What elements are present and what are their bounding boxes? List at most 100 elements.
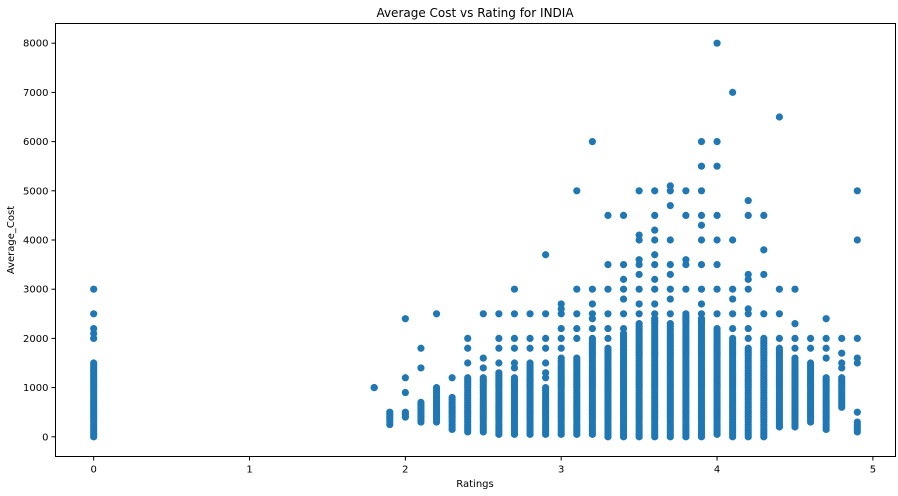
data-point bbox=[713, 324, 721, 333]
data-point bbox=[510, 334, 519, 343]
data-point bbox=[744, 197, 752, 205]
data-point bbox=[370, 384, 378, 392]
data-point bbox=[666, 320, 674, 328]
data-point bbox=[588, 334, 596, 343]
y-tick-label: 8000 bbox=[23, 39, 48, 50]
data-point bbox=[635, 261, 643, 269]
data-point bbox=[651, 261, 659, 269]
data-point bbox=[744, 285, 752, 293]
y-axis: 0 1000 2000 3000 4000 5000 6000 7000 8000 bbox=[23, 39, 56, 443]
data-point bbox=[744, 324, 752, 333]
data-points bbox=[90, 39, 861, 441]
data-point bbox=[853, 187, 861, 195]
data-point bbox=[713, 285, 721, 293]
data-point bbox=[573, 285, 581, 293]
data-point bbox=[604, 211, 612, 219]
data-point bbox=[682, 187, 690, 195]
y-tick-label: 4000 bbox=[23, 236, 48, 247]
data-point bbox=[635, 300, 643, 308]
data-point bbox=[604, 261, 612, 269]
data-point bbox=[651, 211, 659, 219]
data-point bbox=[417, 344, 425, 352]
y-tick-label: 6000 bbox=[23, 137, 48, 148]
data-point bbox=[791, 344, 799, 352]
data-point bbox=[853, 359, 861, 367]
data-point bbox=[697, 137, 706, 146]
data-point bbox=[417, 398, 425, 406]
data-point bbox=[697, 300, 706, 308]
data-point bbox=[557, 344, 565, 352]
data-point bbox=[760, 310, 768, 318]
data-point bbox=[604, 334, 612, 343]
data-point bbox=[682, 285, 690, 293]
data-point bbox=[791, 285, 799, 293]
data-point bbox=[744, 275, 752, 283]
data-point bbox=[682, 310, 690, 318]
data-point bbox=[464, 374, 472, 382]
data-point bbox=[432, 384, 441, 392]
data-point bbox=[791, 354, 799, 362]
data-point bbox=[619, 324, 628, 333]
data-point bbox=[557, 300, 565, 308]
data-point bbox=[619, 285, 628, 293]
data-point bbox=[588, 324, 596, 333]
data-point bbox=[90, 334, 98, 343]
data-point bbox=[90, 359, 98, 367]
data-point bbox=[401, 374, 409, 382]
data-point bbox=[666, 285, 674, 293]
data-point bbox=[651, 236, 659, 244]
data-point bbox=[542, 310, 550, 318]
data-point bbox=[806, 344, 815, 352]
data-point bbox=[775, 344, 783, 352]
data-point bbox=[495, 359, 503, 367]
data-point bbox=[666, 270, 674, 279]
data-point bbox=[651, 310, 659, 318]
data-point bbox=[588, 285, 596, 293]
data-point bbox=[822, 334, 830, 343]
data-point bbox=[635, 285, 643, 293]
data-point bbox=[697, 187, 706, 195]
data-point bbox=[619, 310, 628, 318]
data-point bbox=[573, 324, 581, 333]
data-point bbox=[510, 310, 519, 318]
data-point bbox=[713, 310, 721, 318]
data-point bbox=[542, 384, 550, 392]
data-point bbox=[651, 300, 659, 308]
data-point bbox=[666, 261, 674, 269]
data-point bbox=[729, 324, 737, 333]
data-point bbox=[635, 270, 643, 279]
data-point bbox=[729, 88, 737, 96]
data-point bbox=[573, 334, 581, 343]
data-point bbox=[619, 261, 628, 269]
data-point bbox=[588, 300, 596, 308]
data-point bbox=[464, 344, 472, 352]
data-point bbox=[401, 315, 409, 323]
data-point bbox=[822, 374, 830, 382]
data-point bbox=[651, 251, 659, 259]
y-tick-label: 0 bbox=[42, 432, 48, 443]
data-point bbox=[588, 310, 596, 318]
data-point bbox=[651, 285, 659, 293]
data-point bbox=[713, 137, 721, 146]
data-point bbox=[604, 285, 612, 293]
data-point bbox=[729, 236, 737, 244]
data-point bbox=[526, 344, 534, 352]
data-point bbox=[697, 261, 706, 269]
data-point bbox=[775, 285, 783, 293]
data-point bbox=[744, 211, 752, 219]
y-axis-label: Average_Cost bbox=[6, 206, 17, 274]
data-point bbox=[557, 334, 565, 343]
data-point bbox=[713, 162, 721, 170]
data-point bbox=[557, 310, 565, 318]
data-point bbox=[573, 310, 581, 318]
plot-frame bbox=[55, 23, 896, 457]
data-point bbox=[651, 315, 659, 323]
data-point bbox=[557, 354, 565, 362]
data-point bbox=[666, 182, 674, 190]
data-point bbox=[542, 369, 550, 377]
data-point bbox=[697, 310, 706, 318]
data-point bbox=[635, 231, 643, 239]
x-tick-label: 3 bbox=[558, 465, 564, 476]
data-point bbox=[90, 329, 98, 338]
